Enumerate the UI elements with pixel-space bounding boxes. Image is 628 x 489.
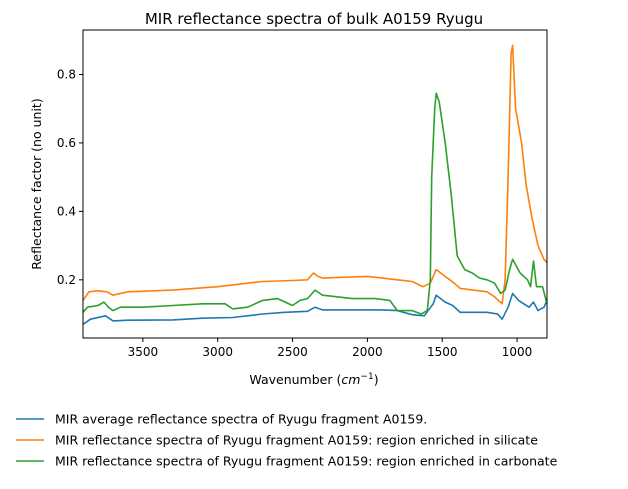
y-tick-label: 0.2 — [57, 273, 76, 287]
chart-title: MIR reflectance spectra of bulk A0159 Ry… — [145, 10, 483, 28]
x-axis-label: Wavenumber (cm−1) — [249, 372, 378, 387]
plot-area — [82, 44, 548, 325]
y-tick-label: 0.4 — [57, 204, 76, 218]
x-tick-label: 1000 — [502, 345, 533, 359]
y-tick-label: 0.8 — [57, 67, 76, 81]
x-axis-label-text: Wavenumber — [249, 372, 333, 387]
legend-entry-1: MIR reflectance spectra of Ryugu fragmen… — [55, 433, 538, 448]
x-tick-label: 2000 — [352, 345, 383, 359]
series-line-2 — [82, 92, 548, 315]
legend-entry-2: MIR reflectance spectra of Ryugu fragmen… — [55, 454, 558, 469]
x-tick-label: 3500 — [128, 345, 159, 359]
y-axis: 0.2 0.4 0.6 0.8 — [57, 67, 83, 287]
x-tick-label: 2500 — [277, 345, 308, 359]
x-axis-unit-exponent: −1 — [360, 372, 373, 382]
y-tick-label: 0.6 — [57, 136, 76, 150]
plot-frame — [82, 29, 548, 339]
x-axis-unit: cm — [341, 372, 360, 387]
series-line-0 — [82, 292, 548, 325]
series-line-1 — [82, 44, 548, 305]
x-axis: 3500 3000 2500 2000 1500 1000 — [128, 338, 533, 359]
legend: MIR average reflectance spectra of Ryugu… — [16, 412, 558, 469]
x-tick-label: 3000 — [202, 345, 233, 359]
x-tick-label: 1500 — [427, 345, 458, 359]
legend-entry-0: MIR average reflectance spectra of Ryugu… — [55, 412, 427, 427]
y-axis-label: Reflectance factor (no unit) — [29, 98, 44, 269]
